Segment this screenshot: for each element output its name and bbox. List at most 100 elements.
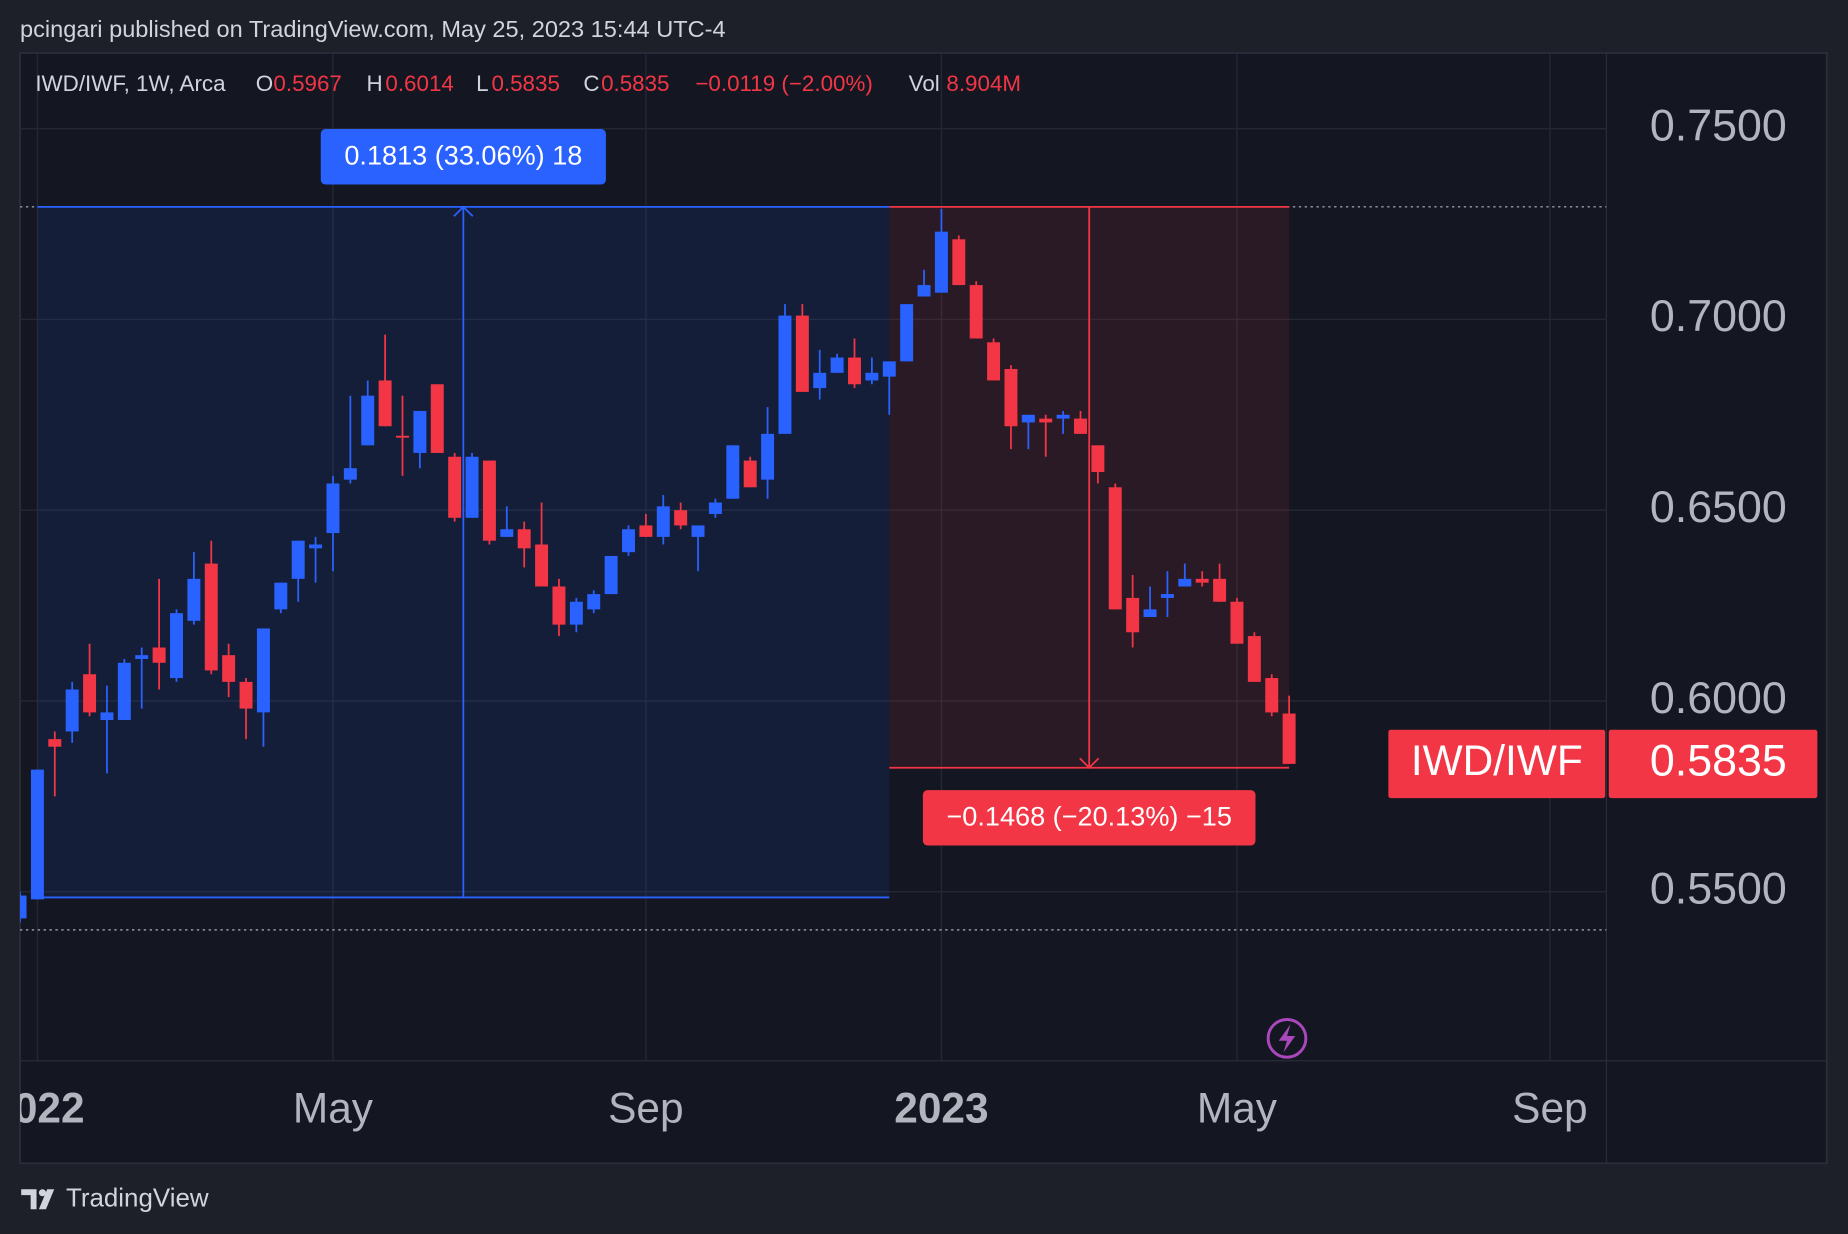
candle-body bbox=[1178, 578, 1192, 587]
x-tick-label: 2022 bbox=[0, 1085, 85, 1132]
candle-body bbox=[1056, 414, 1070, 419]
candle-body bbox=[20, 895, 27, 919]
candle-body bbox=[361, 395, 375, 446]
candle-body bbox=[413, 410, 427, 453]
legend-key: H bbox=[367, 71, 383, 96]
plot bbox=[20, 205, 1607, 931]
candle-body bbox=[65, 689, 79, 732]
candle-body bbox=[448, 456, 462, 518]
candle-body bbox=[291, 540, 305, 579]
legend-value: 0.5835 bbox=[491, 71, 559, 96]
candle-body bbox=[274, 582, 288, 610]
x-tick-label: May bbox=[293, 1085, 374, 1132]
candle-body bbox=[1265, 678, 1279, 713]
candle-body bbox=[830, 357, 844, 373]
measure-label-box bbox=[922, 790, 1256, 846]
candle-body bbox=[1160, 594, 1174, 598]
candle-body bbox=[187, 578, 201, 621]
candle-body bbox=[1004, 369, 1018, 427]
candle-body bbox=[83, 674, 97, 713]
candle-body bbox=[1021, 414, 1035, 423]
legend-key: C bbox=[583, 71, 599, 96]
candle-body bbox=[343, 468, 357, 480]
candle-body bbox=[987, 342, 1001, 381]
candle-body bbox=[674, 510, 688, 526]
candle-body bbox=[309, 544, 323, 549]
candle-body bbox=[500, 529, 514, 537]
y-tick-label: 0.6500 bbox=[1650, 482, 1787, 532]
last-price-box bbox=[1608, 729, 1818, 799]
measure-label: −0.1468 (−20.13%) −15 bbox=[946, 801, 1231, 832]
candle-body bbox=[778, 315, 792, 434]
candle-body bbox=[378, 380, 392, 427]
candle-body bbox=[1247, 636, 1261, 682]
legend-key: L bbox=[476, 71, 488, 96]
candle-body bbox=[482, 460, 496, 541]
candle-body bbox=[1074, 418, 1087, 434]
candle-body bbox=[535, 544, 549, 587]
candle-body bbox=[569, 601, 583, 625]
candle-body bbox=[622, 529, 635, 553]
legend-value: 0.6014 bbox=[385, 71, 453, 96]
candle-body bbox=[552, 586, 566, 625]
candle-body bbox=[1108, 487, 1122, 610]
chart-frame bbox=[19, 52, 1828, 1165]
candle-body bbox=[1143, 609, 1157, 618]
candle-body bbox=[256, 628, 270, 713]
candle-body bbox=[430, 384, 444, 453]
candle-body bbox=[170, 613, 183, 679]
candle-body bbox=[396, 435, 409, 438]
y-tick-label: 0.5500 bbox=[1650, 864, 1787, 914]
candle-body bbox=[1039, 418, 1053, 423]
last-price-name-box bbox=[1388, 729, 1606, 799]
x-tick-label: Sep bbox=[608, 1085, 683, 1132]
candle-body bbox=[900, 304, 914, 362]
candle-body bbox=[934, 231, 948, 293]
legend-value: 0.5835 bbox=[601, 71, 669, 96]
candle-body bbox=[1126, 597, 1140, 633]
candle-body bbox=[795, 315, 809, 392]
candle-body bbox=[639, 525, 653, 537]
candle-body bbox=[708, 502, 722, 514]
legend: IWD/IWF, 1W, Arca O 0.5967 H 0.6014 L 0.… bbox=[35, 71, 1021, 96]
measure-arrow-head bbox=[453, 205, 474, 217]
candle-body bbox=[1230, 601, 1244, 644]
candle-body bbox=[656, 506, 670, 537]
candle-body bbox=[48, 739, 62, 747]
symbol: IWD/IWF, 1W, Arca bbox=[35, 71, 226, 96]
last-price-label: 0.5835 bbox=[1650, 736, 1787, 786]
y-tick-label: 0.7500 bbox=[1650, 100, 1787, 150]
legend-key: Vol bbox=[909, 71, 940, 96]
candle-body bbox=[691, 525, 705, 537]
x-axis: 2022 May Sep 2023 May Sep bbox=[0, 1085, 1588, 1132]
candle-body bbox=[117, 662, 131, 721]
candle-body bbox=[222, 655, 236, 682]
candle-body bbox=[813, 372, 827, 389]
candle-body bbox=[917, 285, 931, 297]
candle-body bbox=[848, 357, 861, 385]
candle-body bbox=[1213, 578, 1227, 602]
alert-icon[interactable] bbox=[1266, 1018, 1308, 1059]
measure-arrow-head bbox=[1079, 757, 1100, 769]
candle-body bbox=[761, 433, 775, 480]
candle-body bbox=[1195, 578, 1209, 583]
x-tick-label: Sep bbox=[1512, 1085, 1587, 1132]
footer[interactable]: TradingView bbox=[66, 1185, 209, 1213]
candle-body bbox=[604, 555, 618, 595]
y-axis: 0.5500 0.6000 0.6500 0.7000 0.7500 bbox=[1650, 100, 1787, 913]
candle-body bbox=[326, 483, 340, 534]
legend-key: O bbox=[256, 71, 273, 96]
y-tick-label: 0.6000 bbox=[1650, 673, 1787, 723]
candle-body bbox=[30, 769, 44, 900]
candle-body bbox=[1091, 445, 1105, 473]
legend-value: 0.5967 bbox=[273, 71, 341, 96]
legend-change: −0.0119 (−2.00%) bbox=[695, 71, 872, 96]
candle-body bbox=[465, 456, 479, 518]
candle-body bbox=[1282, 713, 1296, 764]
candle-body bbox=[952, 239, 966, 286]
candle-body bbox=[204, 563, 218, 671]
footer-logo[interactable] bbox=[21, 1189, 55, 1210]
candle-body bbox=[152, 647, 166, 663]
